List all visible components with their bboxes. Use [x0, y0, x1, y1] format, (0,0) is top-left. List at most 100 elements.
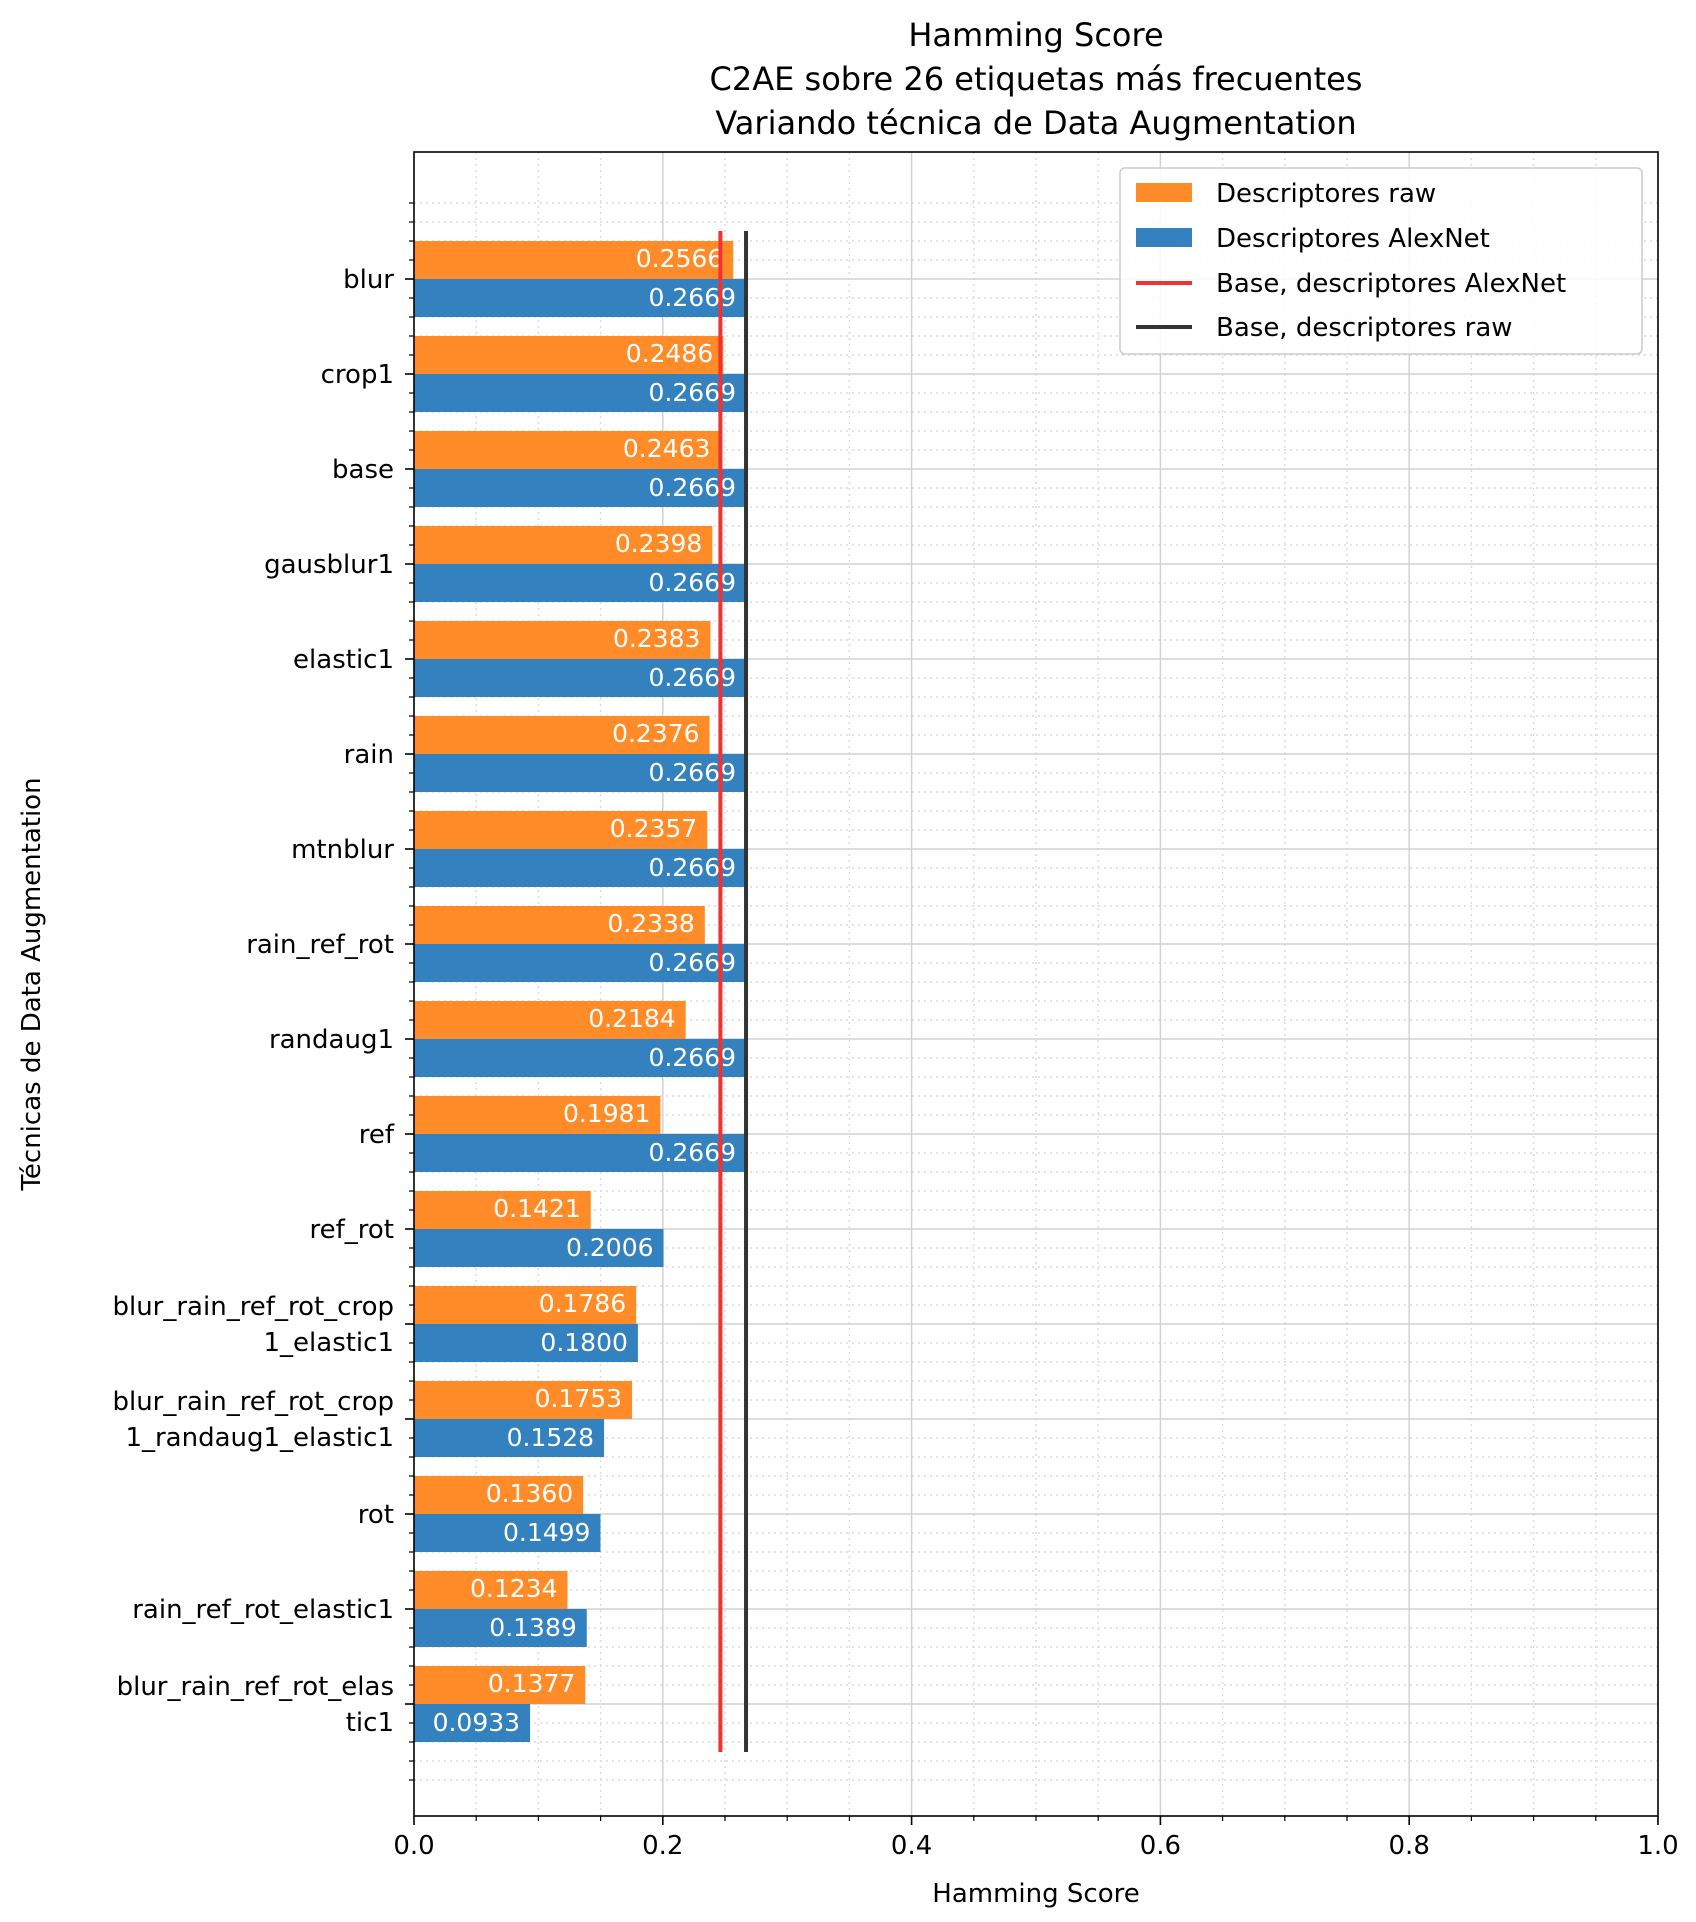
bar-value-label-raw: 0.2376	[612, 719, 699, 748]
bar-value-label-raw: 0.2357	[610, 814, 697, 843]
axis-ticks	[405, 202, 1659, 1825]
chart-title-line-1: Hamming Score	[908, 16, 1163, 54]
bar-value-label-alexnet: 0.1389	[489, 1613, 576, 1642]
grid-lines	[414, 152, 1658, 1816]
bar-raw	[414, 336, 724, 374]
bar-raw	[414, 431, 721, 469]
x-tick-label: 1.0	[1637, 1831, 1678, 1861]
bar-alexnet	[414, 1039, 747, 1077]
bar-raw	[414, 1001, 686, 1039]
bar-value-label-alexnet: 0.1800	[540, 1328, 627, 1357]
bar-value-label-raw: 0.2383	[613, 624, 700, 653]
bar-value-label-raw: 0.2398	[615, 529, 702, 558]
y-tick-label: elastic1	[293, 645, 394, 675]
legend-label-alexnet: Descriptores AlexNet	[1216, 224, 1490, 254]
y-tick-label: gausblur1	[264, 550, 394, 580]
bar-value-label-alexnet: 0.1499	[503, 1518, 590, 1547]
legend-label-raw: Descriptores raw	[1216, 179, 1436, 209]
bar-raw	[414, 526, 713, 564]
bar-alexnet	[414, 1704, 531, 1742]
bar-value-label-alexnet: 0.2669	[649, 853, 736, 882]
bar-alexnet	[414, 564, 747, 602]
bar-value-label-raw: 0.2184	[588, 1004, 675, 1033]
y-tick-label: rain_ref_rot	[246, 930, 394, 960]
bar-raw	[414, 1191, 591, 1229]
bar-value-label-raw: 0.1753	[535, 1384, 622, 1413]
bar-value-label-raw: 0.2486	[626, 339, 713, 368]
y-tick-label: mtnblur	[291, 835, 394, 865]
bar-alexnet	[414, 1609, 587, 1647]
y-tick-label: blur	[343, 265, 394, 295]
x-tick-label: 0.0	[393, 1831, 434, 1861]
chart-title-line-2: C2AE sobre 26 etiquetas más frecuentes	[710, 60, 1363, 98]
bar-value-label-alexnet: 0.2669	[649, 1043, 736, 1072]
legend-frame	[1119, 167, 1643, 355]
bar-raw	[414, 1286, 637, 1324]
x-tick-label: 0.6	[1140, 1831, 1181, 1861]
bar-value-label-raw: 0.1234	[470, 1574, 557, 1603]
bar-raw	[414, 811, 708, 849]
bar-raw	[414, 241, 734, 279]
bar-value-label-raw: 0.2338	[607, 909, 694, 938]
y-tick-label: base	[332, 455, 394, 485]
bar-alexnet	[414, 754, 747, 792]
bar-value-label-raw: 0.1421	[493, 1194, 580, 1223]
bar-value-label-alexnet: 0.2669	[649, 948, 736, 977]
bar-value-label-raw: 0.1360	[486, 1479, 573, 1508]
bar-raw	[414, 1666, 586, 1704]
y-tick-label: crop1	[321, 360, 394, 390]
y-tick-label: ref	[359, 1120, 395, 1150]
x-tick-label: 0.2	[642, 1831, 683, 1861]
x-axis-label: Hamming Score	[932, 1879, 1139, 1909]
bar-alexnet	[414, 944, 747, 982]
bar-alexnet	[414, 1229, 664, 1267]
legend-swatch-alexnet	[1136, 228, 1192, 247]
y-tick-label: blur_rain_ref_rot_crop	[112, 1387, 394, 1417]
bar-value-label-alexnet: 0.0933	[433, 1708, 520, 1737]
bar-alexnet	[414, 1419, 605, 1457]
bar-alexnet	[414, 279, 747, 317]
bar-alexnet	[414, 469, 747, 507]
y-tick-labels: blur crop1 base gausblur1 elastic1 rain mtnblu…	[112, 265, 394, 1738]
bar-raw	[414, 1476, 584, 1514]
y-tick-label: tic1	[346, 1708, 394, 1738]
bars	[414, 241, 747, 1742]
y-tick-label: 1_randaug1_elastic1	[125, 1423, 394, 1453]
bar-value-label-alexnet: 0.2669	[649, 758, 736, 787]
x-tick-labels: 0.0 0.2 0.4 0.6 0.8 1.0	[393, 1831, 1678, 1861]
legend-label-base-alexnet: Base, descriptores AlexNet	[1216, 269, 1566, 299]
bar-value-label-alexnet: 0.1528	[507, 1423, 594, 1452]
bar-raw	[414, 621, 711, 659]
legend: Descriptores raw Descriptores AlexNet Ba…	[1119, 167, 1643, 355]
legend-label-base-raw: Base, descriptores raw	[1216, 313, 1513, 343]
y-tick-label: rot	[358, 1500, 394, 1530]
bar-raw	[414, 1381, 633, 1419]
bar-alexnet	[414, 849, 747, 887]
y-tick-label: 1_elastic1	[264, 1328, 395, 1358]
y-tick-label: rain_ref_rot_elastic1	[132, 1595, 394, 1625]
bar-raw	[414, 1571, 568, 1609]
reference-lines	[718, 231, 749, 1752]
bar-value-label-raw: 0.1377	[488, 1669, 575, 1698]
chart-title-line-3: Variando técnica de Data Augmentation	[715, 104, 1356, 142]
bar-value-label-alexnet: 0.2669	[649, 283, 736, 312]
bar-raw	[414, 906, 705, 944]
bar-alexnet	[414, 1514, 601, 1552]
y-tick-label: ref_rot	[310, 1215, 395, 1245]
bar-value-label-alexnet: 0.2669	[649, 1138, 736, 1167]
bar-value-label-raw: 0.1981	[563, 1099, 650, 1128]
bar-value-label-alexnet: 0.2669	[649, 378, 736, 407]
bar-value-label-alexnet: 0.2669	[649, 473, 736, 502]
y-tick-label: rain	[344, 740, 394, 770]
bar-alexnet	[414, 1134, 747, 1172]
bar-value-label-raw: 0.2463	[623, 434, 710, 463]
y-axis-label: Técnicas de Data Augmentation	[17, 777, 47, 1191]
bar-raw	[414, 1096, 661, 1134]
bar-raw	[414, 716, 710, 754]
bar-alexnet	[414, 1324, 638, 1362]
bar-value-label-raw: 0.1786	[539, 1289, 626, 1318]
x-tick-label: 0.4	[891, 1831, 932, 1861]
legend-swatch-raw	[1136, 183, 1192, 202]
bar-value-label-raw: 0.2566	[636, 244, 723, 273]
y-tick-label: blur_rain_ref_rot_elas	[117, 1672, 394, 1702]
